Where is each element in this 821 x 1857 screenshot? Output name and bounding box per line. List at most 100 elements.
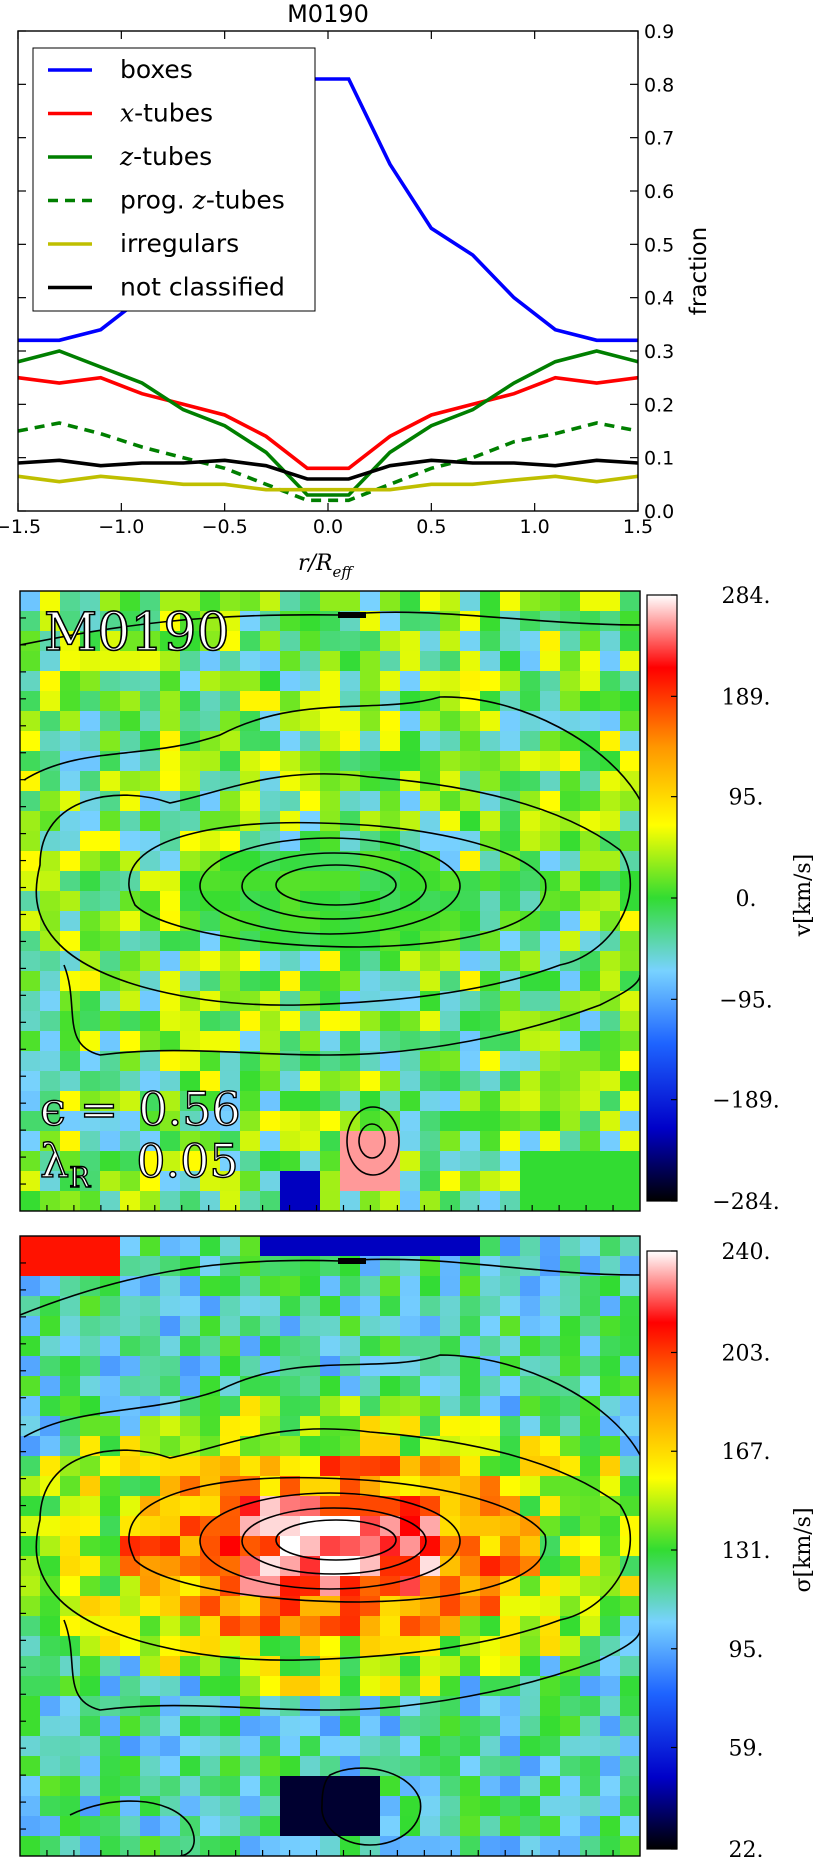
- map-pixel: [420, 631, 441, 652]
- map-pixel: [200, 951, 221, 972]
- map-pixel: [480, 631, 501, 652]
- map-pixel: [220, 971, 241, 992]
- map-pixel: [580, 1316, 601, 1337]
- map-pixel: [100, 1636, 121, 1657]
- map-pixel: [500, 1011, 521, 1032]
- map-pixel: [140, 1011, 161, 1032]
- map-pixel: [380, 631, 401, 652]
- map-pixel: [540, 1436, 561, 1457]
- map-pixel: [240, 631, 261, 652]
- map-pixel: [340, 891, 361, 912]
- map-pixel: [460, 1736, 481, 1757]
- map-pixel: [600, 1516, 621, 1537]
- map-pixel: [300, 1071, 321, 1092]
- map-pixel: [120, 1191, 141, 1211]
- map-pixel: [420, 1236, 441, 1257]
- map-pixel: [100, 1316, 121, 1337]
- map-pixel: [160, 771, 181, 792]
- map-pixel: [260, 1776, 281, 1797]
- map-pixel: [380, 1696, 401, 1717]
- map-pixel: [160, 1416, 181, 1437]
- map-pixel: [520, 1616, 541, 1637]
- map-pixel: [280, 1071, 301, 1092]
- map-pixel: [300, 1111, 321, 1132]
- y-tick-label: 0.8: [644, 74, 674, 96]
- map-pixel: [260, 731, 281, 752]
- map-pixel: [280, 1456, 301, 1477]
- map-pixel: [440, 891, 461, 912]
- map-pixel: [400, 1111, 421, 1132]
- series-line-1: [18, 77, 638, 343]
- map-pixel: [360, 691, 381, 712]
- map-pixel: [120, 1616, 141, 1637]
- map-pixel: [360, 1131, 381, 1152]
- map-pixel: [560, 1756, 581, 1777]
- map-pixel: [100, 1356, 121, 1377]
- map-pixel: [520, 1516, 541, 1537]
- map-pixel: [60, 1536, 81, 1557]
- map-pixel: [300, 1336, 321, 1357]
- map-pixel: [480, 1736, 501, 1757]
- map-pixel: [320, 1191, 341, 1211]
- map-pixel: [160, 1716, 181, 1737]
- map-pixel: [620, 1296, 640, 1317]
- map-pixel: [180, 1716, 201, 1737]
- map-pixel: [120, 811, 141, 832]
- map-pixel: [440, 691, 461, 712]
- map-pixel: [100, 1696, 121, 1717]
- map-pixel: [460, 1816, 481, 1837]
- map-pixel: [320, 871, 341, 892]
- map-pixel: [160, 1396, 181, 1417]
- map-pixel: [320, 1396, 341, 1417]
- map-pixel: [240, 991, 261, 1012]
- map-pixel: [260, 691, 281, 712]
- map-pixel: [100, 591, 121, 612]
- map-pixel: [420, 1676, 441, 1697]
- map-pixel: [340, 791, 361, 812]
- map-pixel: [520, 1576, 541, 1597]
- map-pixel: [620, 1051, 640, 1072]
- map-pixel: [200, 1456, 221, 1477]
- map-pixel: [360, 1091, 381, 1112]
- map-pixel: [340, 1316, 361, 1337]
- map-pixel: [500, 1736, 521, 1757]
- map-pixel: [20, 591, 41, 612]
- map-pixel: [200, 1071, 221, 1092]
- map-pixel: [220, 811, 241, 832]
- y-tick-label: 0.2: [644, 394, 674, 416]
- map-pixel: [400, 1416, 421, 1437]
- map-pixel: [40, 1676, 61, 1697]
- map-pixel: [500, 1236, 521, 1257]
- map-pixel: [200, 831, 221, 852]
- map-pixel: [540, 871, 561, 892]
- map-pixel: [20, 1376, 41, 1397]
- map-pixel: [220, 1151, 241, 1172]
- map-pixel: [280, 731, 301, 752]
- map-pixel: [500, 651, 521, 672]
- map-pixel: [40, 971, 61, 992]
- map-pixel: [620, 1456, 640, 1477]
- map-pixel: [580, 691, 601, 712]
- map-pixel: [100, 1191, 121, 1211]
- map-pixel: [40, 1236, 61, 1257]
- map-pixel: [540, 1151, 561, 1172]
- dispersion-colorbar-label: σ[km/s]: [791, 1507, 816, 1592]
- map-pixel: [600, 891, 621, 912]
- map-pixel: [240, 1716, 261, 1737]
- map-pixel: [480, 1336, 501, 1357]
- map-pixel: [20, 1316, 41, 1337]
- map-pixel: [280, 1336, 301, 1357]
- map-pixel: [180, 1536, 201, 1557]
- map-pixel: [20, 911, 41, 932]
- map-pixel: [600, 1336, 621, 1357]
- map-pixel: [500, 1456, 521, 1477]
- map-pixel: [220, 1836, 241, 1856]
- map-pixel: [140, 1131, 161, 1152]
- map-pixel: [80, 831, 101, 852]
- map-pixel: [80, 1011, 101, 1032]
- map-pixel: [420, 1396, 441, 1417]
- map-pixel: [160, 1051, 181, 1072]
- map-pixel: [360, 1556, 381, 1577]
- map-pixel: [220, 671, 241, 692]
- map-pixel: [460, 1476, 481, 1497]
